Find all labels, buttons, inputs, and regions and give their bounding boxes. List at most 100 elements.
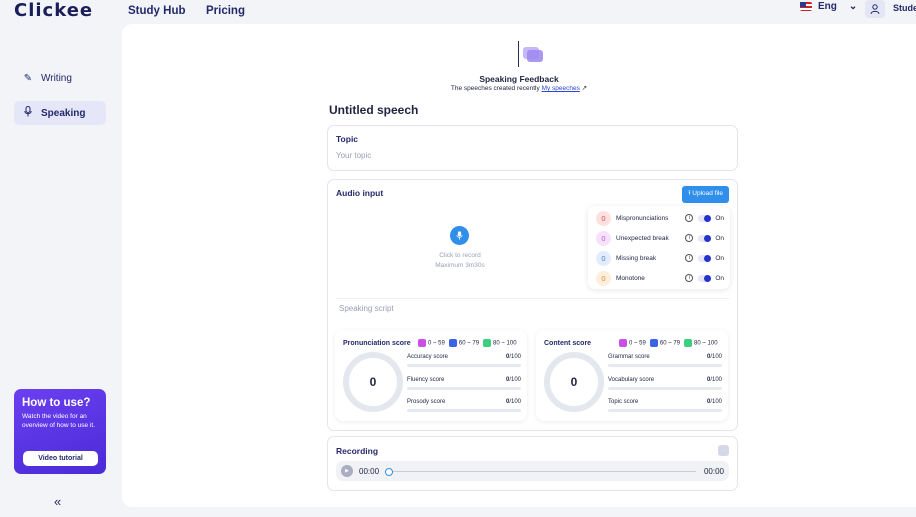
legend-item: 0 ~ 59 <box>418 339 445 347</box>
us-flag-icon <box>800 2 812 11</box>
content-score-title: Content score <box>544 340 592 347</box>
legend-item: 60 ~ 79 <box>448 339 479 347</box>
missing-break-count: 0 <box>596 250 611 266</box>
metric-value: 0 <box>706 354 711 360</box>
download-icon[interactable] <box>718 445 729 456</box>
top-bar: Clickee Study Hub Pricing Eng ⌄ Stude <box>0 0 916 24</box>
toggle-state: On <box>715 214 724 222</box>
mispronunciations-toggle[interactable] <box>698 214 712 222</box>
upload-file-label: Upload file <box>692 190 723 197</box>
metric-value: 0 <box>505 354 510 360</box>
my-speeches-link[interactable]: My speeches <box>541 85 580 92</box>
monotone-toggle[interactable] <box>698 274 712 282</box>
language-selector[interactable]: Eng ⌄ <box>800 1 857 12</box>
metric-max: /100 <box>509 354 521 360</box>
microphone-icon <box>456 231 463 240</box>
speech-bubble-icon <box>518 41 543 67</box>
score-legend: 0 ~ 59 60 ~ 79 80 ~ 100 <box>418 339 517 347</box>
current-time: 00:00 <box>359 466 380 476</box>
accuracy-score: Accuracy score 0/100 <box>407 354 521 367</box>
sidebar-item-label: Writing <box>41 72 72 84</box>
fluency-score: Fluency score 0/100 <box>407 377 521 390</box>
metric-value: 0 <box>505 399 510 405</box>
audio-input-title: Audio input <box>336 188 384 198</box>
hero-subtitle: The speeches created recently My speeche… <box>122 84 916 92</box>
toggle-row-monotone: 0 Monotone i On <box>596 270 724 286</box>
record-button[interactable] <box>450 226 469 245</box>
speech-title[interactable]: Untitled speech <box>329 103 419 117</box>
info-icon[interactable]: i <box>685 214 694 222</box>
nav-study-hub[interactable]: Study Hub <box>128 5 186 17</box>
info-icon[interactable]: i <box>685 274 694 282</box>
audio-input-card: Audio input ⭱ Upload file Click to recor… <box>327 179 738 431</box>
legend-item: 80 ~ 100 <box>483 339 517 347</box>
video-tutorial-button[interactable]: Video tutorial <box>23 451 98 466</box>
upload-file-button[interactable]: ⭱ Upload file <box>682 186 729 203</box>
divider <box>336 298 729 299</box>
user-icon[interactable] <box>865 0 885 18</box>
metric-max: /100 <box>509 377 521 383</box>
pen-icon: ✎ <box>23 72 33 84</box>
logo[interactable]: Clickee <box>14 0 94 21</box>
pronunciation-score-card: Pronunciation score 0 ~ 59 60 ~ 79 80 ~ … <box>335 330 527 421</box>
toggle-state: On <box>715 274 724 282</box>
metric-value: 0 <box>706 399 711 405</box>
metric-bar <box>608 409 722 412</box>
metric-label: Fluency score <box>407 377 445 383</box>
info-icon[interactable]: i <box>685 234 694 242</box>
metric-label: Topic score <box>608 399 639 405</box>
chevron-down-icon: ⌄ <box>848 1 858 12</box>
sidebar-item-writing[interactable]: ✎ Writing <box>14 66 106 90</box>
topic-input[interactable]: Your topic <box>336 151 372 160</box>
main-panel: Speaking Feedback The speeches created r… <box>122 24 916 507</box>
speaking-script-input[interactable]: Speaking script <box>339 304 394 313</box>
language-label: Eng <box>818 1 837 12</box>
sidebar-item-label: Speaking <box>41 107 86 119</box>
metric-label: Vocabulary score <box>608 377 655 383</box>
unexpected-break-count: 0 <box>596 230 611 246</box>
metric-bar <box>608 387 722 390</box>
pronunciation-score-ring: 0 <box>343 352 403 412</box>
metric-max: /100 <box>710 354 722 360</box>
metric-bar <box>608 364 722 367</box>
unexpected-break-toggle[interactable] <box>698 234 712 242</box>
collapse-sidebar-icon[interactable]: « <box>54 494 62 509</box>
legend-item: 60 ~ 79 <box>649 339 680 347</box>
metric-bar <box>407 387 521 390</box>
toggle-state: On <box>715 234 724 242</box>
sidebar-item-speaking[interactable]: Speaking <box>14 101 106 125</box>
metric-label: Grammar score <box>608 354 650 360</box>
recording-title: Recording <box>336 446 379 456</box>
external-link-icon: ↗ <box>581 85 588 92</box>
nav-pricing[interactable]: Pricing <box>206 5 245 17</box>
content-score-card: Content score 0 ~ 59 60 ~ 79 80 ~ 100 0 … <box>536 330 728 421</box>
info-icon[interactable]: i <box>685 254 694 262</box>
prosody-score: Prosody score 0/100 <box>407 399 521 412</box>
how-to-text: Watch the video for an overview of how t… <box>22 413 95 429</box>
metric-bar <box>407 364 521 367</box>
legend-item: 0 ~ 59 <box>619 339 646 347</box>
metric-max: /100 <box>710 377 722 383</box>
metric-value: 0 <box>706 377 711 383</box>
missing-break-toggle[interactable] <box>698 254 712 262</box>
metric-max: /100 <box>710 399 722 405</box>
user-label[interactable]: Stude <box>893 3 916 13</box>
metric-label: Accuracy score <box>407 354 449 360</box>
topic-title: Topic <box>336 134 359 144</box>
metric-max: /100 <box>509 399 521 405</box>
topic-score: Topic score 0/100 <box>608 399 722 412</box>
how-to-use-card: How to use? Watch the video for an overv… <box>14 389 106 474</box>
play-icon[interactable]: ▶ <box>341 465 353 477</box>
audio-player: ▶ 00:00 00:00 <box>336 461 729 481</box>
topic-card: Topic Your topic <box>327 125 738 171</box>
toggle-label: Unexpected break <box>616 234 669 242</box>
content-score-ring: 0 <box>544 352 604 412</box>
score-legend: 0 ~ 59 60 ~ 79 80 ~ 100 <box>619 339 718 347</box>
duration: 00:00 <box>703 466 724 476</box>
toggle-row-mispronunciations: 0 Mispronunciations i On <box>596 210 724 226</box>
toggle-row-unexpected-break: 0 Unexpected break i On <box>596 230 724 246</box>
pronunciation-score-title: Pronunciation score <box>343 340 411 347</box>
seek-slider[interactable] <box>385 467 696 476</box>
microphone-icon <box>22 106 34 120</box>
record-limit: Maximum 3m30s <box>435 262 485 269</box>
